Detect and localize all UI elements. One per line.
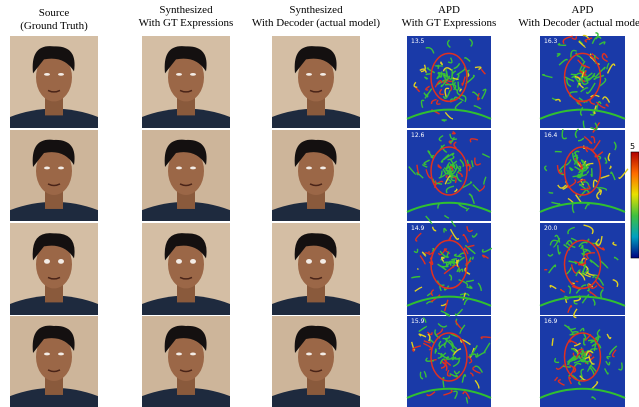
face-image — [272, 223, 360, 315]
eye — [58, 73, 64, 76]
face-image — [10, 130, 98, 221]
column-subtitle: (Ground Truth) — [20, 20, 88, 32]
apd-score: 16.9 — [544, 318, 558, 325]
eye — [190, 353, 196, 356]
eye — [176, 259, 182, 264]
apd-score: 14.9 — [411, 225, 425, 232]
eye — [58, 167, 64, 170]
eye — [176, 353, 182, 356]
eye — [320, 73, 326, 76]
face-image — [10, 223, 98, 315]
eye — [306, 353, 312, 356]
column-title: Synthesized — [289, 4, 343, 16]
face-image — [272, 130, 360, 221]
apd-map — [540, 33, 625, 128]
face-image — [10, 316, 98, 407]
column-title: Source — [39, 7, 70, 19]
eye — [320, 167, 326, 170]
eye — [306, 73, 312, 76]
apd-score: 12.6 — [411, 132, 425, 139]
apd-score: 20.0 — [544, 225, 558, 232]
apd-stroke — [458, 82, 459, 90]
eye — [44, 353, 50, 356]
eye — [176, 73, 182, 76]
eye — [306, 259, 312, 264]
column-title: Synthesized — [159, 4, 213, 16]
eye — [190, 259, 196, 264]
face-image — [10, 36, 98, 128]
face-image — [272, 316, 360, 407]
apd-score: 13.5 — [411, 38, 425, 45]
apd-stroke — [544, 270, 547, 271]
eye — [58, 353, 64, 356]
column-subtitle: With Decoder (actual model) — [252, 17, 380, 29]
apd-map — [407, 130, 491, 221]
apd-stroke — [591, 168, 592, 176]
face-image — [272, 36, 360, 128]
apd-score: 15.9 — [411, 318, 425, 325]
eye — [190, 167, 196, 170]
face-image — [142, 223, 230, 315]
apd-map — [407, 36, 491, 128]
column-title: APD — [571, 4, 593, 16]
apd-stroke — [425, 253, 428, 254]
page: {"columns": [ {"title": "Source", "subti… — [0, 0, 639, 407]
eye — [44, 259, 50, 264]
face-image — [142, 316, 230, 407]
eye — [176, 167, 182, 170]
eye — [190, 73, 196, 76]
eye — [58, 259, 64, 264]
apd-stroke — [426, 74, 430, 75]
column-subtitle: With Decoder (actual model) — [518, 17, 639, 29]
apd-map — [540, 223, 625, 315]
apd-score: 16.4 — [544, 132, 558, 139]
apd-stroke — [446, 176, 447, 178]
colorbar-label: 5 — [630, 142, 635, 151]
face-image — [142, 130, 230, 221]
apd-stroke — [576, 281, 578, 282]
column-title: APD — [438, 4, 460, 16]
face-image — [142, 36, 230, 128]
colorbar — [631, 152, 639, 258]
eye — [320, 259, 326, 264]
figure: Source(Ground Truth)SynthesizedWith GT E… — [0, 0, 639, 407]
eye — [44, 167, 50, 170]
apd-score: 16.3 — [544, 38, 558, 45]
column-subtitle: With GT Expressions — [402, 17, 497, 29]
column-subtitle: With GT Expressions — [139, 17, 234, 29]
eye — [320, 353, 326, 356]
eye — [44, 73, 50, 76]
eye — [306, 167, 312, 170]
